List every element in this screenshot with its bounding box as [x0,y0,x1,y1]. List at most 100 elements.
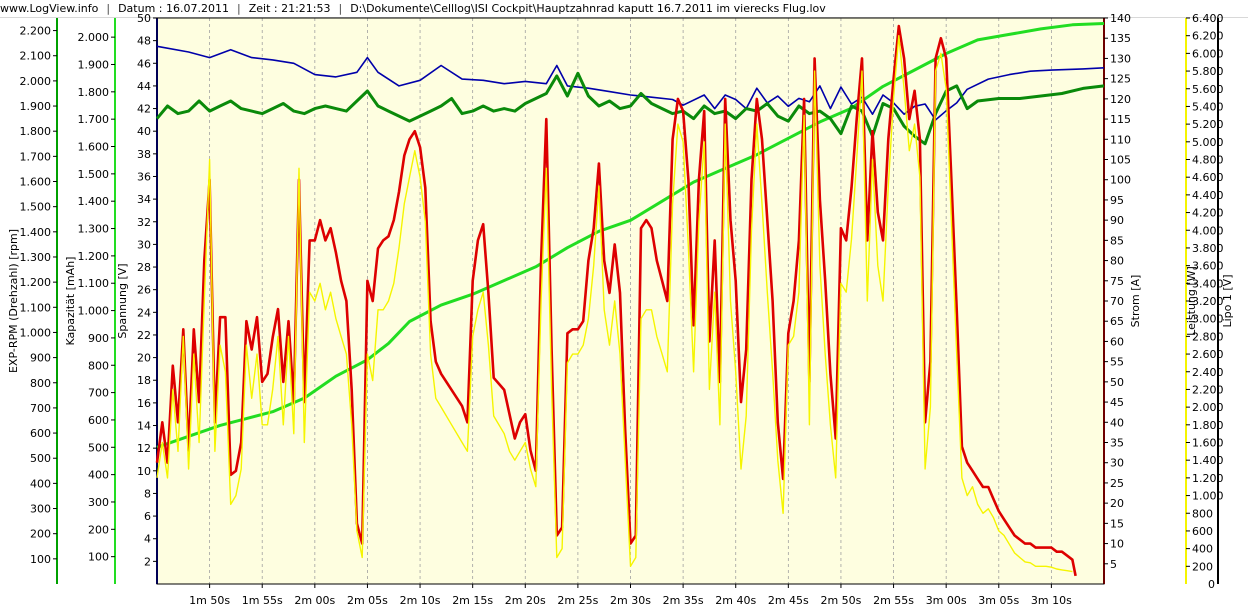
rpm-tick-label: 2.200 [20,25,52,38]
leistung-tick-label: 5.800 [1192,65,1224,78]
leistung-tick-label: 4.400 [1192,189,1224,202]
strom-tick-label: 55 [1110,356,1124,369]
spannung-tick-label: 2 [144,555,151,568]
rpm-axis-title: EXP-RPM (Drehzahl) [rpm] [7,229,20,373]
strom-tick-label: 60 [1110,335,1124,348]
leistung-tick-label: 1.600 [1192,437,1224,450]
spannung-axis-title: Spannung [V] [116,263,129,338]
kapazitaet-tick-label: 300 [88,496,109,509]
leistung-tick-label: 2.000 [1192,401,1224,414]
kapazitaet-tick-label: 2.000 [78,31,110,44]
spannung-tick-label: 20 [137,352,151,365]
rpm-tick-label: 2.000 [20,75,52,88]
leistung-tick-label: 3.200 [1192,295,1224,308]
spannung-tick-label: 34 [137,193,151,206]
leistung-axis-title: Leistung [W] [1185,266,1198,336]
kapazitaet-tick-label: 1.300 [78,223,110,236]
kapazitaet-axis-title: Kapazität [mAh] [64,257,77,346]
rpm-tick-label: 1.500 [20,201,52,214]
spannung-tick-label: 50 [137,12,151,25]
strom-tick-label: 20 [1110,497,1124,510]
leistung-line [156,35,1073,573]
kapazitaet-tick-label: 100 [88,551,109,564]
date-label: Datum : 16.07.2011 [118,2,229,15]
strom-tick-label: 95 [1110,194,1124,207]
x-tick-label: 2m 40s [715,594,756,607]
strom-tick-label: 105 [1110,154,1131,167]
leistung-tick-label: 1.200 [1192,472,1224,485]
kapazitaet-tick-label: 1.500 [78,168,110,181]
leistung-tick-label: 2.800 [1192,330,1224,343]
strom-tick-label: 70 [1110,295,1124,308]
spannung-tick-label: 8 [144,487,151,500]
strom-tick-label: 50 [1110,376,1124,389]
x-tick-label: 3m 00s [926,594,967,607]
leistung-tick-label: 3.400 [1192,277,1224,290]
kapazitaet-tick-label: 400 [88,469,109,482]
leistung-tick-label: 4.600 [1192,171,1224,184]
leistung-tick-label: 800 [1192,507,1213,520]
kapazitaet-tick-label: 500 [88,441,109,454]
rpm-tick-label: 1.300 [20,251,52,264]
strom-tick-label: 90 [1110,214,1124,227]
strom-line [155,24,1077,577]
strom-tick-label: 45 [1110,396,1124,409]
spannung-tick-label: 24 [137,306,151,319]
kapazitaet-tick-label: 700 [88,387,109,400]
strom-tick-label: 135 [1110,32,1131,45]
leistung-tick-label: 1.400 [1192,454,1224,467]
strom-tick-label: 30 [1110,457,1124,470]
leistung-tick-label: 4.200 [1192,207,1224,220]
leistung-tick-label: 5.200 [1192,118,1224,131]
x-tick-label: 2m 25s [557,594,598,607]
leistung-tick-label: 6.400 [1192,12,1224,25]
rpm-tick-label: 1.000 [20,326,52,339]
x-tick-label: 2m 50s [820,594,861,607]
rpm-tick-label: 1.100 [20,301,52,314]
x-tick-label: 2m 15s [452,594,493,607]
spannung-tick-label: 14 [137,420,151,433]
spannung-tick-label: 12 [137,442,151,455]
leistung-tick-label: 6.200 [1192,30,1224,43]
rpm-tick-label: 500 [30,452,51,465]
x-tick-label: 1m 55s [242,594,283,607]
strom-tick-label: 35 [1110,437,1124,450]
rpm-tick-label: 900 [30,352,51,365]
lipo-axis-title: Lipo 1 [V] [1221,275,1234,328]
rpm-tick-label: 200 [30,528,51,541]
spannung-tick-label: 38 [137,148,151,161]
strom-tick-label: 25 [1110,477,1124,490]
rpm-tick-label: 800 [30,377,51,390]
rpm-tick-label: 1.200 [20,276,52,289]
spannung-tick-label: 42 [137,103,151,116]
x-tick-label: 1m 50s [189,594,230,607]
kapazitaet-tick-label: 1.100 [78,277,110,290]
leistung-tick-label: 2.400 [1192,366,1224,379]
kapazitaet-tick-label: 1.900 [78,58,110,71]
kapazitaet-tick-label: 600 [88,414,109,427]
rpm-tick-label: 1.400 [20,226,52,239]
rpm-tick-label: 400 [30,477,51,490]
strom-tick-label: 130 [1110,52,1131,65]
kapazitaet-tick-label: 1.600 [78,141,110,154]
rpm-tick-label: 1.600 [20,176,52,189]
strom-tick-label: 100 [1110,174,1131,187]
rpm-tick-label: 1.700 [20,150,52,163]
spannung-tick-label: 22 [137,329,151,342]
site-label: www.LogView.info [0,2,99,15]
leistung-tick-label: 5.000 [1192,136,1224,149]
spannung-tick-label: 28 [137,261,151,274]
spannung-tick-label: 6 [144,510,151,523]
plot-border [156,17,1105,585]
spannung-tick-label: 10 [137,465,151,478]
leistung-tick-label: 6.000 [1192,47,1224,60]
rpm-tick-label: 2.100 [20,50,52,63]
leistung-tick-label: 1.000 [1192,490,1224,503]
spannung-tick-label: 44 [137,80,151,93]
strom-tick-label: 140 [1110,12,1131,25]
spannung-tick-label: 18 [137,374,151,387]
leistung-tick-label: 2.600 [1192,348,1224,361]
strom-tick-label: 110 [1110,133,1131,146]
leistung-tick-label: 4.000 [1192,224,1224,237]
